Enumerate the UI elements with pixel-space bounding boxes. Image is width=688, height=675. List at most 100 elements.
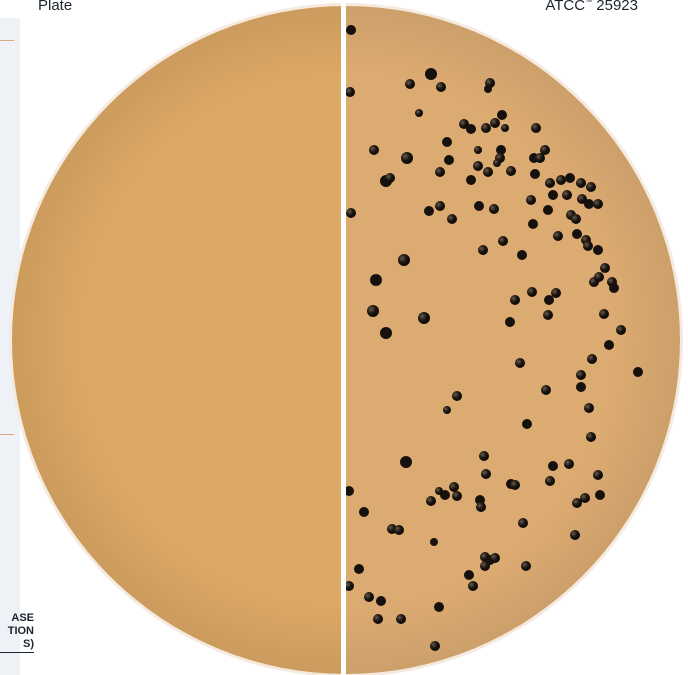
colony bbox=[609, 283, 619, 293]
colony bbox=[527, 287, 537, 297]
colony bbox=[481, 123, 491, 133]
fragment-line-2: TION bbox=[7, 625, 34, 637]
colony bbox=[483, 167, 493, 177]
colony bbox=[576, 370, 586, 380]
colony bbox=[496, 145, 506, 155]
colony bbox=[570, 530, 580, 540]
strain-caption: ATCC™ 25923 bbox=[545, 0, 638, 14]
colony bbox=[430, 538, 438, 546]
colony bbox=[435, 167, 445, 177]
colony bbox=[344, 581, 354, 591]
colony bbox=[464, 570, 474, 580]
colony bbox=[572, 229, 582, 239]
fragment-line-1: ASE bbox=[11, 612, 34, 624]
strain-number: 25923 bbox=[596, 0, 638, 14]
colony bbox=[398, 254, 410, 266]
colony bbox=[346, 208, 356, 218]
colony bbox=[584, 403, 594, 413]
colony bbox=[436, 82, 446, 92]
colony bbox=[466, 175, 476, 185]
colony bbox=[415, 109, 423, 117]
colony bbox=[543, 310, 553, 320]
colony bbox=[364, 592, 374, 602]
colony bbox=[478, 245, 488, 255]
colony bbox=[548, 461, 558, 471]
colony bbox=[562, 190, 572, 200]
colony bbox=[518, 518, 528, 528]
colony bbox=[452, 491, 462, 501]
colony bbox=[359, 507, 369, 517]
colony bbox=[370, 274, 382, 286]
colony bbox=[354, 564, 364, 574]
colony bbox=[430, 641, 440, 651]
colony bbox=[580, 493, 590, 503]
colony bbox=[545, 476, 555, 486]
colony bbox=[425, 68, 437, 80]
colony-cluster bbox=[344, 25, 643, 651]
colony bbox=[595, 490, 605, 500]
colony bbox=[501, 124, 509, 132]
colony bbox=[481, 469, 491, 479]
colony bbox=[443, 406, 451, 414]
colony bbox=[593, 470, 603, 480]
colony bbox=[474, 201, 484, 211]
colony bbox=[528, 219, 538, 229]
colony bbox=[474, 146, 482, 154]
colony bbox=[535, 153, 545, 163]
colony bbox=[479, 451, 489, 461]
colony bbox=[346, 25, 356, 35]
colony bbox=[376, 596, 386, 606]
colony bbox=[490, 118, 500, 128]
colony bbox=[593, 199, 603, 209]
colony bbox=[476, 502, 486, 512]
divider-line-mid bbox=[0, 434, 14, 435]
colony bbox=[526, 195, 536, 205]
colony bbox=[426, 496, 436, 506]
colony bbox=[506, 166, 516, 176]
colony bbox=[418, 312, 430, 324]
colony bbox=[447, 214, 457, 224]
colony bbox=[405, 79, 415, 89]
colony bbox=[473, 161, 483, 171]
plate-caption: Plate bbox=[38, 0, 73, 14]
colony bbox=[452, 391, 462, 401]
colony bbox=[600, 263, 610, 273]
colony bbox=[434, 602, 444, 612]
colony bbox=[571, 214, 581, 224]
colony bbox=[548, 190, 558, 200]
colony bbox=[400, 456, 412, 468]
colony bbox=[466, 124, 476, 134]
colony bbox=[593, 245, 603, 255]
colony bbox=[583, 241, 593, 251]
plate-divider bbox=[341, 0, 346, 675]
colony bbox=[490, 553, 500, 563]
colony bbox=[380, 327, 392, 339]
colony bbox=[540, 145, 550, 155]
colony bbox=[424, 206, 434, 216]
colony bbox=[556, 175, 566, 185]
colony bbox=[505, 317, 515, 327]
colony bbox=[551, 288, 561, 298]
colony bbox=[401, 152, 413, 164]
colony bbox=[553, 231, 563, 241]
trademark-mark: ™ bbox=[585, 0, 593, 6]
colony bbox=[345, 87, 355, 97]
colony bbox=[604, 340, 614, 350]
colony bbox=[545, 178, 555, 188]
colony bbox=[444, 155, 454, 165]
colony bbox=[510, 480, 520, 490]
colony bbox=[521, 561, 531, 571]
strain-prefix: ATCC bbox=[545, 0, 586, 14]
colony bbox=[577, 194, 587, 204]
colony bbox=[435, 201, 445, 211]
colony bbox=[480, 561, 490, 571]
colony bbox=[522, 419, 532, 429]
colony bbox=[572, 498, 582, 508]
colony bbox=[576, 178, 586, 188]
colony bbox=[493, 159, 501, 167]
colony bbox=[442, 137, 452, 147]
colony bbox=[468, 581, 478, 591]
colony bbox=[564, 459, 574, 469]
colony bbox=[394, 525, 404, 535]
